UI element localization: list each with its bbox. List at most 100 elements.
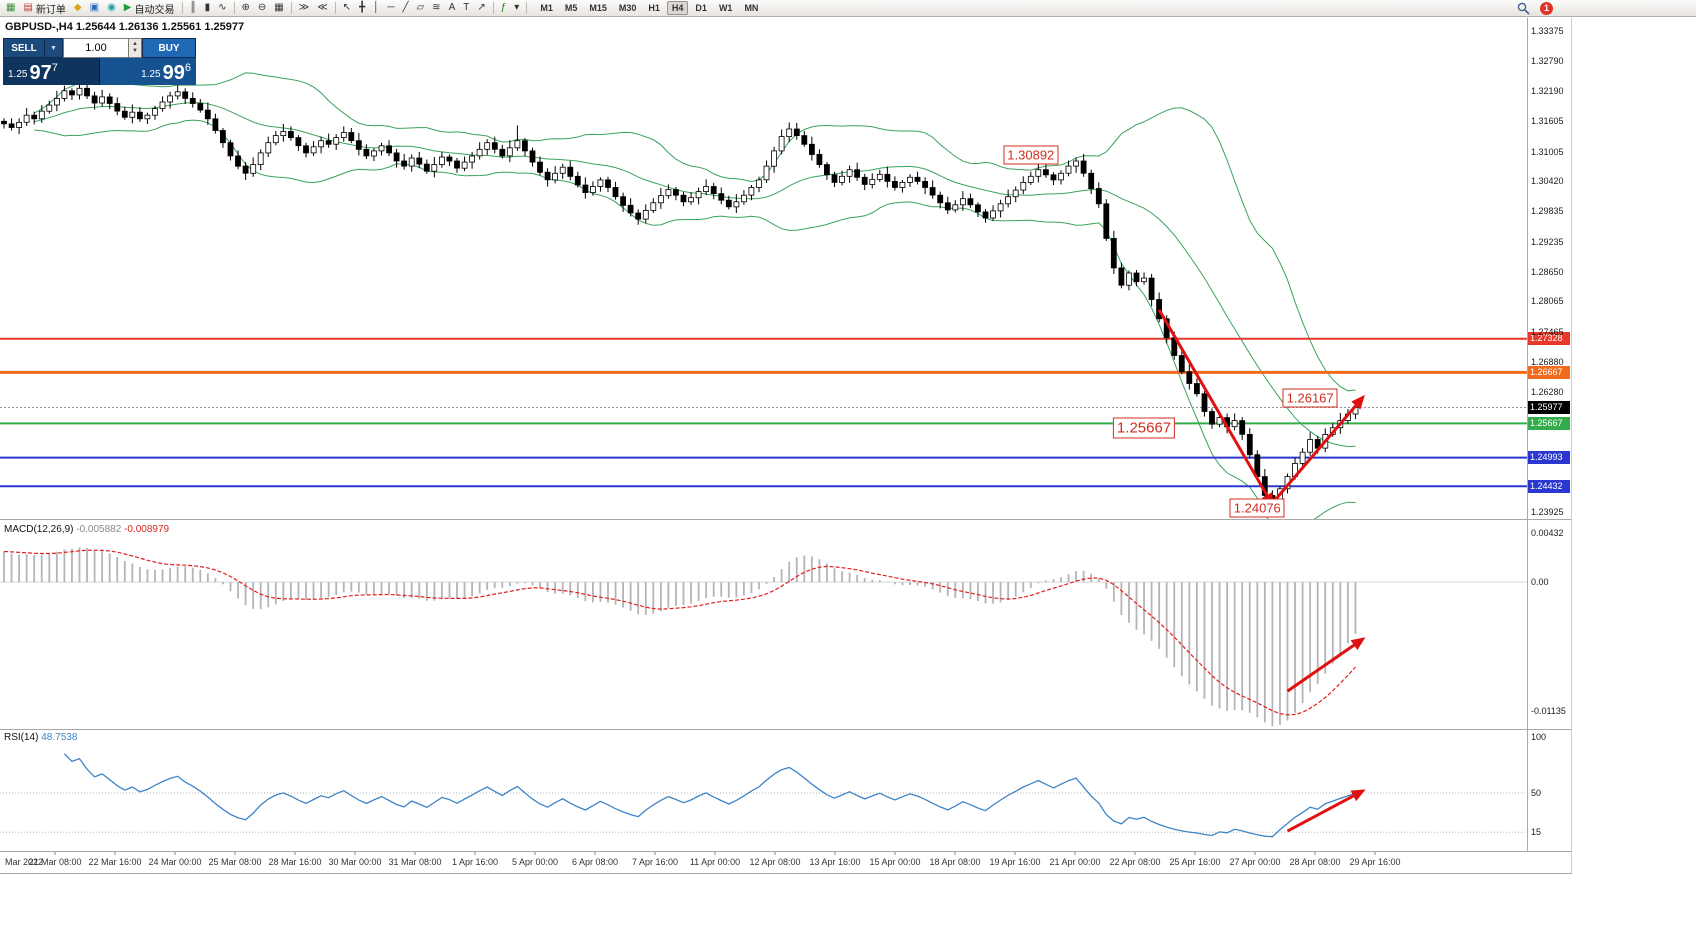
chart-shift-button[interactable]: ≪ bbox=[313, 1, 331, 16]
candle-body bbox=[725, 199, 732, 208]
trendline-icon: ╱ bbox=[402, 2, 409, 13]
metaeditor-button[interactable]: ◆ bbox=[70, 1, 86, 16]
candle-body bbox=[552, 172, 558, 181]
sell-price-display[interactable]: 1.25 97 7 bbox=[3, 58, 100, 85]
channel-button[interactable]: ▱ bbox=[412, 1, 428, 16]
trend-arrow[interactable] bbox=[1286, 637, 1366, 693]
timeframe-m15-button[interactable]: M15 bbox=[589, 3, 607, 13]
macd-indicator-title: MACD(12,26,9) -0.005882 -0.008979 bbox=[4, 524, 169, 535]
sell-button[interactable]: SELL bbox=[3, 38, 45, 58]
zoom-out-button[interactable]: ⊖ bbox=[254, 1, 270, 16]
bollinger-lower-band bbox=[34, 119, 1356, 519]
candle-body bbox=[741, 194, 747, 203]
candle-body bbox=[257, 152, 264, 165]
candle-body bbox=[355, 140, 362, 150]
chart-shift-icon: ≪ bbox=[317, 2, 328, 13]
trend-arrow[interactable] bbox=[1286, 789, 1366, 833]
lot-dropdown-arrow-icon[interactable]: ▼ bbox=[45, 38, 63, 58]
candle-body bbox=[982, 211, 989, 219]
timeframe-mn-button[interactable]: MN bbox=[744, 3, 759, 13]
candle-body bbox=[310, 146, 317, 154]
lot-increase-icon[interactable]: ▲ bbox=[132, 41, 138, 47]
timeframe-h4-button[interactable]: H4 bbox=[666, 1, 689, 15]
arrows-tool-button[interactable]: ↗ bbox=[473, 1, 489, 16]
candle-body bbox=[121, 110, 128, 118]
data-window-button[interactable]: ◉ bbox=[103, 1, 120, 16]
autotrading-button-label: 自动交易 bbox=[134, 4, 175, 16]
bar-chart-button[interactable]: ║ bbox=[186, 1, 201, 16]
candle-body bbox=[506, 147, 513, 157]
new-order-button[interactable]: ▤ 新订单 bbox=[19, 1, 69, 16]
candle-body bbox=[333, 137, 340, 145]
lot-stepper[interactable]: ▲ ▼ bbox=[129, 38, 142, 58]
buy-price-display[interactable]: 1.25 99 6 bbox=[100, 58, 196, 85]
macd-indicator bbox=[0, 547, 1527, 727]
candle-body bbox=[99, 96, 105, 104]
zoom-in-button[interactable]: ⊕ bbox=[238, 1, 254, 16]
timeframe-m30-button[interactable]: M30 bbox=[618, 3, 637, 13]
sell-price-head: 1.25 bbox=[8, 69, 28, 80]
candle-body bbox=[869, 178, 876, 185]
tile-windows-button[interactable]: ▦ bbox=[270, 1, 287, 16]
zoom-out-icon: ⊖ bbox=[257, 2, 267, 13]
candle-body bbox=[250, 164, 257, 174]
candlestick-chart-button[interactable]: ▮ bbox=[201, 1, 215, 16]
candle-body bbox=[514, 140, 521, 149]
candle-body bbox=[627, 204, 634, 214]
timeframe-m5-button[interactable]: M5 bbox=[564, 3, 578, 13]
macd-signal-line bbox=[3, 549, 1356, 716]
market-watch-button[interactable]: ▣ bbox=[86, 1, 103, 16]
candle-body bbox=[106, 96, 113, 104]
candle-body bbox=[204, 109, 211, 120]
timeframe-w1-button[interactable]: W1 bbox=[718, 3, 733, 13]
candle-body bbox=[1201, 393, 1208, 412]
candle-body bbox=[876, 173, 883, 180]
buy-button[interactable]: BUY bbox=[142, 38, 196, 58]
crosshair-button[interactable]: ╋ bbox=[355, 1, 369, 16]
candle-body bbox=[491, 142, 498, 150]
candle-body bbox=[1005, 196, 1011, 205]
candle-body bbox=[559, 166, 566, 174]
panel-frame bbox=[0, 18, 1572, 874]
candle-body bbox=[1133, 272, 1140, 283]
candle-body bbox=[1141, 277, 1147, 283]
line-chart-icon: ∿ bbox=[218, 2, 227, 13]
candle-body bbox=[348, 132, 355, 142]
fibonacci-button[interactable]: ≋ bbox=[428, 1, 444, 16]
line-chart-button[interactable]: ∿ bbox=[214, 1, 230, 16]
trend-arrow[interactable] bbox=[1157, 308, 1274, 508]
timeframe-d1-button[interactable]: D1 bbox=[695, 3, 707, 13]
candle-body bbox=[914, 176, 921, 182]
candle-body bbox=[1058, 172, 1064, 181]
label-button[interactable]: T bbox=[459, 1, 473, 16]
candle-body bbox=[590, 186, 596, 193]
new-order-button-label: 新订单 bbox=[35, 4, 66, 16]
candle-body bbox=[484, 142, 491, 150]
candle-body bbox=[393, 152, 400, 162]
timeframe-h1-button[interactable]: H1 bbox=[648, 3, 660, 13]
vertical-line-button[interactable]: │ bbox=[369, 1, 383, 16]
candle-body bbox=[650, 202, 657, 211]
candle-body bbox=[975, 204, 981, 213]
new-chart-button[interactable]: ▦ bbox=[2, 1, 19, 16]
cursor-button[interactable]: ↖ bbox=[339, 1, 355, 16]
auto-scroll-button[interactable]: ≫ bbox=[295, 1, 313, 16]
autotrading-button[interactable]: ▶ 自动交易 bbox=[120, 1, 179, 16]
notification-badge[interactable]: 1 bbox=[1540, 2, 1553, 15]
horizontal-line-button[interactable]: ─ bbox=[383, 1, 398, 16]
timeframe-m1-button[interactable]: M1 bbox=[540, 3, 553, 13]
candle-body bbox=[1095, 188, 1102, 205]
indicators-dropdown[interactable]: ▾ bbox=[510, 1, 523, 16]
lot-decrease-icon[interactable]: ▼ bbox=[132, 48, 138, 54]
search-icon[interactable] bbox=[1517, 2, 1530, 15]
indicators-button[interactable]: ƒ bbox=[497, 1, 511, 16]
lot-size-input[interactable] bbox=[63, 38, 129, 58]
main-toolbar: ▦ ▤ 新订单 ◆ ▣ ◉ ▶ 自动交易 ║ ▮ ∿ ⊕ ⊖ ▦ ≫ ≪ ↖ ╋ │ ─ ╱ ▱ ≋ A T ↗ ƒ ▾ M1 M5 M1… bbox=[0, 0, 1696, 17]
trend-arrow[interactable] bbox=[1271, 394, 1365, 505]
candle-body bbox=[831, 174, 838, 183]
candle-body bbox=[1148, 277, 1155, 300]
trendline-button[interactable]: ╱ bbox=[398, 1, 412, 16]
candle-body bbox=[1307, 439, 1313, 453]
text-button[interactable]: A bbox=[445, 1, 460, 16]
